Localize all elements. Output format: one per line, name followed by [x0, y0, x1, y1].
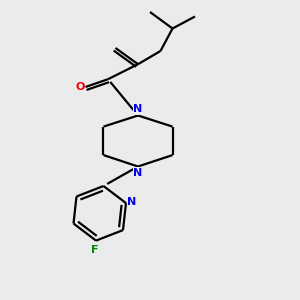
Text: N: N	[134, 167, 142, 178]
Text: O: O	[75, 82, 85, 92]
Text: N: N	[128, 196, 136, 207]
Text: F: F	[91, 244, 98, 255]
Text: N: N	[134, 104, 142, 115]
